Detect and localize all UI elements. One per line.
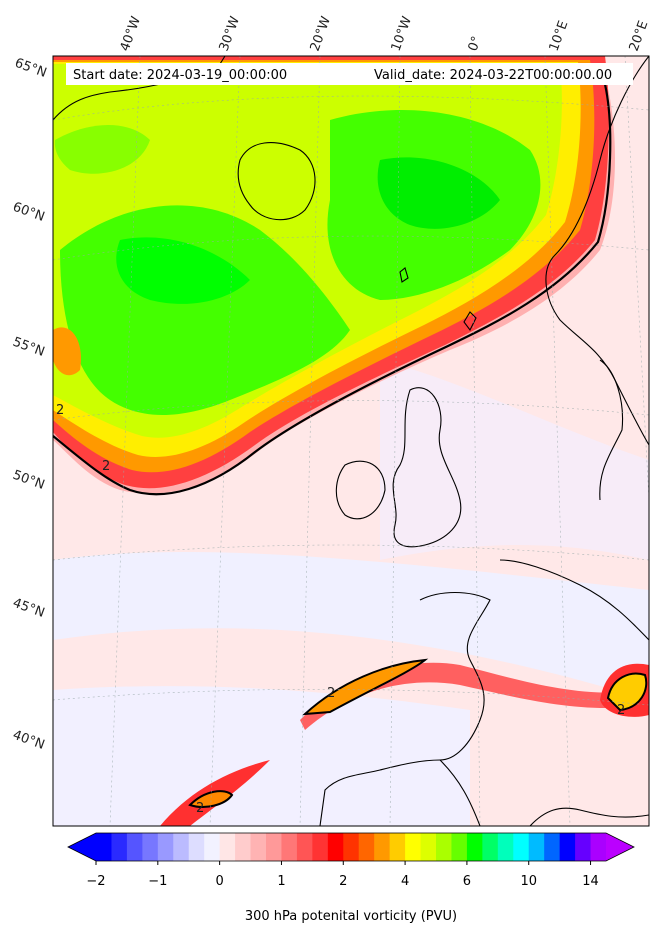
- colorbar: −2 −1 0 1 2 4 6 10 14: [67, 832, 635, 889]
- colorbar-extend-high: [606, 833, 634, 861]
- colorbar-cell: [436, 833, 452, 861]
- lat-label: 40°N: [11, 728, 47, 753]
- contour-label: 2: [196, 801, 204, 816]
- colorbar-tick-label: 0: [215, 874, 223, 889]
- map-frame: [52, 55, 650, 827]
- colorbar-cell: [405, 833, 422, 861]
- colorbar-title: 300 hPa potenital vorticity (PVU): [245, 909, 457, 924]
- lon-label: 10°W: [389, 14, 415, 53]
- colorbar-cell: [358, 833, 375, 861]
- colorbar-cell: [312, 833, 329, 861]
- pv-green-core: [116, 237, 250, 304]
- colorbar-cell: [173, 833, 190, 861]
- contour-label: 2: [102, 459, 110, 474]
- valid-date-label: Valid_date: 2024-03-22T00:00:00.00: [374, 68, 612, 83]
- map-panel: 2 2 2 2 2: [53, 56, 649, 826]
- colorbar-cell: [111, 833, 128, 861]
- longitude-labels: 40°W 30°W 20°W 10°W 0° 10°E 20°E: [118, 14, 652, 53]
- colorbar-cell: [96, 833, 112, 861]
- colorbar-cell: [528, 833, 545, 861]
- colorbar-tick-label: 1: [277, 874, 285, 889]
- lon-label: 30°W: [217, 14, 243, 53]
- colorbar-cell: [327, 833, 344, 861]
- colorbar-cells: [96, 833, 607, 861]
- lat-label: 60°N: [11, 200, 47, 225]
- low-pv-south: [53, 686, 470, 826]
- low-pv-band: [53, 551, 649, 700]
- colorbar-cell: [451, 833, 468, 861]
- pv-green-core-east: [377, 157, 500, 229]
- colorbar-cell: [389, 833, 406, 861]
- colorbar-tick-label: −1: [148, 874, 167, 889]
- colorbar-cell: [466, 833, 483, 861]
- colorbar-extend-low: [68, 833, 96, 861]
- colorbar-cell: [374, 833, 391, 861]
- colorbar-cell: [281, 833, 298, 861]
- colorbar-cell: [482, 833, 499, 861]
- colorbar-cell: [559, 833, 576, 861]
- pv-streamer-core: [302, 658, 429, 716]
- pv-orange-west: [53, 327, 81, 376]
- colorbar-cell: [575, 833, 592, 861]
- contour-label: 2: [617, 703, 625, 718]
- pv-2-contour-line: [53, 79, 612, 496]
- colorbar-tick-label: 6: [463, 874, 471, 889]
- colorbar-tick-label: 2: [339, 874, 347, 889]
- colorbar-tick-label: 14: [582, 874, 599, 889]
- colorbar-cell: [126, 833, 143, 861]
- colorbar-cell: [296, 833, 313, 861]
- latitude-labels: 65°N 60°N 55°N 50°N 45°N 40°N: [11, 56, 49, 753]
- colorbar-ticks: −2 −1 0 1 2 4 6 10 14: [86, 861, 599, 889]
- colorbar-cell: [219, 833, 236, 861]
- lat-label: 50°N: [11, 468, 47, 493]
- pv-blob-se-core: [606, 672, 648, 712]
- contour-label: 2: [327, 686, 335, 701]
- colorbar-cell: [343, 833, 360, 861]
- lon-label: 0°: [466, 34, 485, 53]
- lat-label: 55°N: [11, 335, 47, 360]
- colorbar-tick-label: −2: [86, 874, 105, 889]
- lon-label: 10°E: [547, 19, 572, 54]
- lat-label: 65°N: [13, 56, 49, 81]
- colorbar-tick-label: 4: [401, 874, 409, 889]
- lon-label: 40°W: [118, 14, 144, 53]
- graticule: [53, 56, 649, 826]
- colorbar-cell: [250, 833, 267, 861]
- colorbar-cell: [544, 833, 561, 861]
- pv-green-nw: [54, 125, 150, 174]
- colorbar-cell: [188, 833, 205, 861]
- colorbar-cell: [513, 833, 530, 861]
- header-box: [66, 63, 633, 85]
- colorbar-cell: [142, 833, 159, 861]
- colorbar-cell: [497, 833, 514, 861]
- colorbar-cell: [235, 833, 252, 861]
- lat-label: 45°N: [11, 596, 47, 621]
- lon-label: 20°E: [627, 19, 652, 54]
- colorbar-cell: [266, 833, 282, 861]
- low-pv-europe: [380, 360, 649, 560]
- lon-label: 20°W: [308, 14, 334, 53]
- colorbar-tick-label: 10: [520, 874, 537, 889]
- colorbar-cell: [204, 833, 221, 861]
- colorbar-cell: [420, 833, 437, 861]
- colorbar-cell: [157, 833, 174, 861]
- start-date-label: Start date: 2024-03-19_00:00:00: [73, 68, 287, 83]
- colorbar-cell: [590, 833, 607, 861]
- contour-label: 2: [56, 403, 64, 418]
- pv-streamer-sw-core: [188, 790, 234, 808]
